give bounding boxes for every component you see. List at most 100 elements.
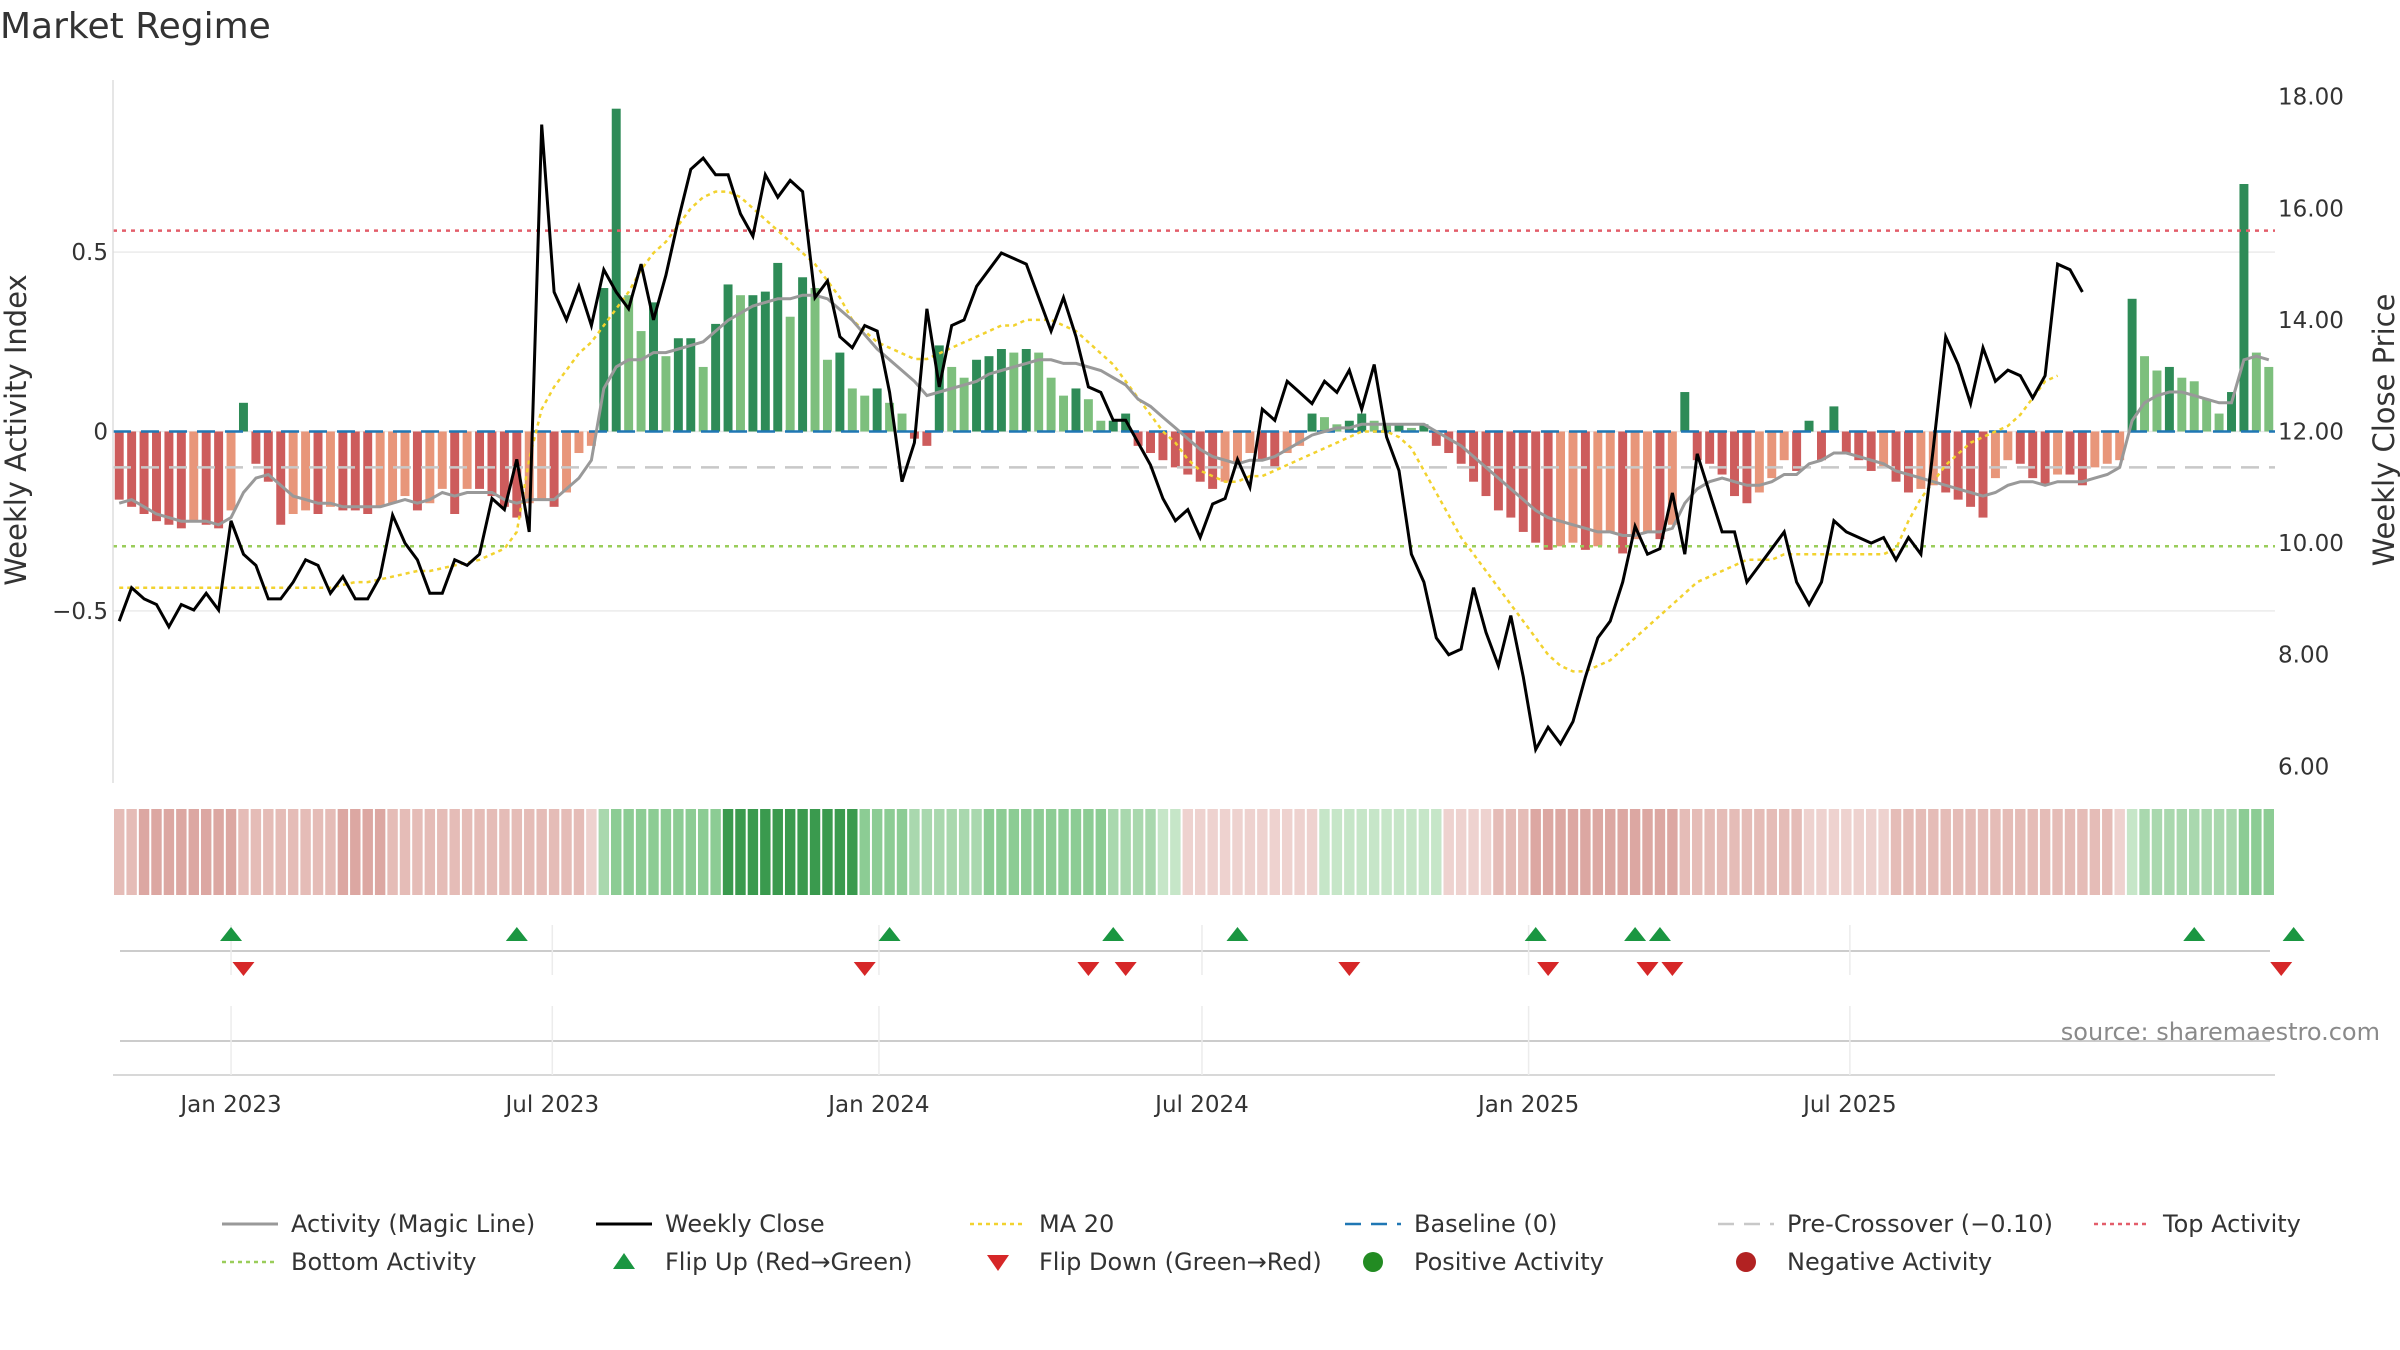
activity-bar <box>1618 431 1628 554</box>
legend-item: Weekly Close <box>596 1210 825 1238</box>
regime-cell <box>1729 809 1740 895</box>
regime-cell <box>2114 809 2125 895</box>
activity-bar <box>1667 431 1677 525</box>
regime-cell <box>1195 809 1206 895</box>
activity-bar <box>1357 413 1367 432</box>
regime-cell <box>1319 809 1330 895</box>
activity-bar <box>512 431 522 518</box>
regime-cell <box>884 809 895 895</box>
activity-bar <box>176 431 186 529</box>
regime-cell <box>859 809 870 895</box>
flip-up-marker <box>1226 927 1249 941</box>
regime-cell <box>1145 809 1156 895</box>
activity-bar <box>363 431 373 514</box>
activity-bar <box>1879 431 1889 468</box>
activity-bar <box>1307 413 1317 432</box>
activity-bar <box>1953 431 1963 500</box>
legend-label: Flip Up (Red→Green) <box>665 1248 913 1276</box>
activity-bar <box>959 377 969 432</box>
regime-cell <box>499 809 510 895</box>
activity-bar <box>723 284 733 432</box>
regime-cell <box>946 809 957 895</box>
activity-bar <box>1245 431 1255 454</box>
activity-bar <box>822 359 832 432</box>
regime-cell <box>2102 809 2113 895</box>
y2-tick-label: 10.00 <box>2278 531 2344 557</box>
activity-bar <box>1083 399 1093 432</box>
regime-cell <box>822 809 833 895</box>
activity-bar <box>1568 431 1578 543</box>
flip-down-marker <box>232 962 255 976</box>
regime-cell <box>1580 809 1591 895</box>
activity-bar <box>984 356 994 432</box>
activity-bar <box>1891 431 1901 482</box>
regime-cell <box>871 809 883 895</box>
activity-bar <box>2264 366 2274 432</box>
activity-bar <box>1108 420 1118 432</box>
activity-bar <box>1009 352 1019 432</box>
regime-cell <box>1617 809 1628 895</box>
activity-bar <box>2015 431 2025 464</box>
y2-tick-label: 6.00 <box>2278 754 2329 780</box>
flip-down-marker <box>1114 962 1137 976</box>
regime-cell <box>374 809 386 895</box>
activity-bar <box>450 431 460 514</box>
flip-up-marker <box>1624 927 1647 941</box>
x-tick-label: Jan 2023 <box>178 1092 281 1118</box>
activity-bar <box>1866 431 1876 471</box>
activity-bar <box>251 431 261 464</box>
regime-cell <box>685 809 696 895</box>
regime-cell <box>710 809 721 895</box>
regime-cell <box>1207 809 1218 895</box>
activity-bar <box>636 331 646 432</box>
regime-cell <box>225 809 237 895</box>
regime-cell <box>1878 809 1889 895</box>
regime-cell <box>1828 809 1840 895</box>
regime-cell <box>325 809 336 895</box>
activity-bar <box>1319 417 1329 432</box>
regime-cell <box>660 809 672 895</box>
regime-cell <box>1915 809 1927 895</box>
y2-tick-label: 16.00 <box>2278 196 2344 222</box>
regime-cell <box>611 809 622 895</box>
regime-cell <box>2064 809 2076 895</box>
regime-cell <box>2238 809 2250 895</box>
activity-bar <box>1705 431 1715 464</box>
activity-bar <box>1605 431 1615 532</box>
activity-bar <box>1829 406 1839 432</box>
legend-item: Negative Activity <box>1736 1248 1992 1276</box>
activity-bar <box>922 431 932 446</box>
regime-cell <box>1431 809 1442 895</box>
legend-item: Bottom Activity <box>222 1248 476 1276</box>
activity-bar <box>1146 431 1155 454</box>
activity-bar <box>1841 431 1851 454</box>
regime-cell <box>1381 809 1392 895</box>
flip-up-marker <box>1102 927 1125 941</box>
regime-cell <box>188 809 199 895</box>
legend-item: Baseline (0) <box>1345 1210 1557 1238</box>
flip-up-marker <box>878 927 901 941</box>
activity-bar <box>586 431 596 446</box>
activity-bar <box>549 431 559 507</box>
activity-bar <box>2040 431 2050 486</box>
legend-item: Flip Down (Green→Red) <box>987 1248 1322 1276</box>
regime-cell <box>287 809 299 895</box>
flip-down-marker <box>853 962 876 976</box>
regime-cell <box>138 809 150 895</box>
activity-bar <box>1817 431 1826 461</box>
activity-bar <box>276 431 286 525</box>
regime-cell <box>548 809 560 895</box>
activity-bar <box>885 402 895 432</box>
y2-tick-label: 12.00 <box>2278 420 2344 446</box>
regime-cell <box>1170 809 1181 895</box>
activity-bar <box>1518 431 1528 532</box>
regime-cell <box>1468 809 1479 895</box>
activity-bar <box>1692 431 1702 461</box>
activity-bar <box>1369 420 1379 432</box>
regime-cell <box>784 809 796 895</box>
activity-bar <box>2239 184 2249 432</box>
regime-cell <box>2077 809 2088 895</box>
legend-swatch <box>987 1255 1009 1271</box>
legend-label: Flip Down (Green→Red) <box>1039 1248 1322 1276</box>
